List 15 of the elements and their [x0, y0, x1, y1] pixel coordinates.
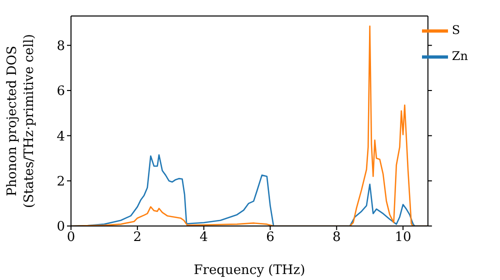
y-tick-label: 4 — [56, 129, 65, 144]
y-tick-label: 0 — [56, 220, 65, 235]
x-tick-label: 4 — [200, 230, 208, 246]
legend-label: S — [452, 23, 460, 38]
legend-label: Zn — [452, 49, 468, 64]
x-tick-label: 2 — [133, 230, 142, 246]
x-axis-title: Frequency (THz) — [194, 263, 306, 278]
y-tick-label: 2 — [56, 174, 65, 190]
y-tick-label: 6 — [56, 84, 65, 100]
x-tick-label: 0 — [66, 230, 76, 246]
x-tick-label: 10 — [394, 230, 412, 246]
x-tick-label: 8 — [332, 230, 341, 246]
x-tick-label: 6 — [266, 230, 274, 246]
y-tick-label: 8 — [56, 38, 65, 54]
y-axis-title: Phonon projected DOS (States/THz·primitive cell) — [5, 34, 37, 208]
